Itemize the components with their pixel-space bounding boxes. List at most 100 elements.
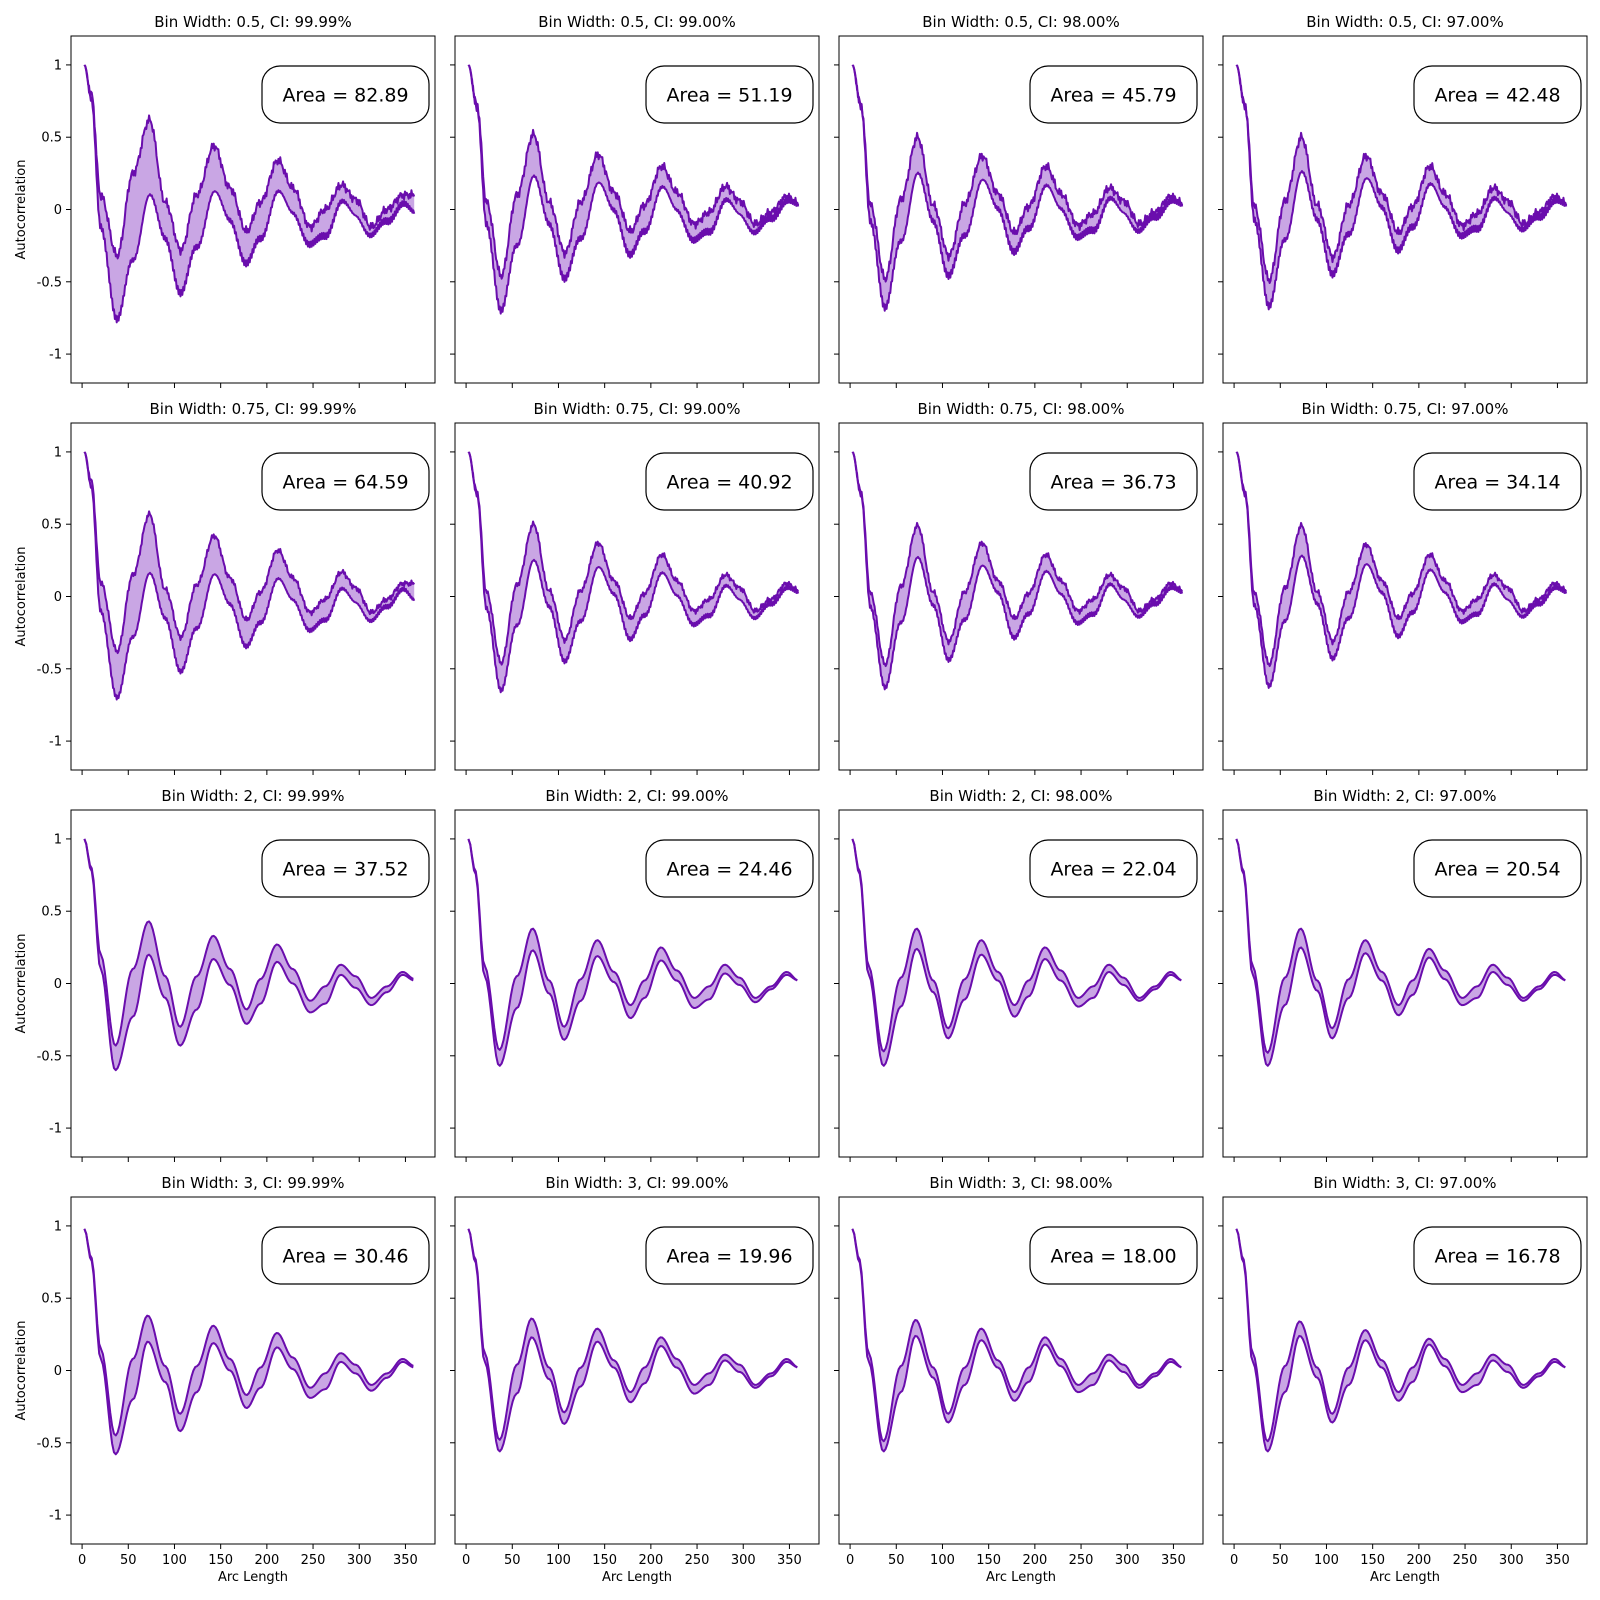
x-tick-label: 350 [777,1553,802,1568]
subplot-title: Bin Width: 2, CI: 97.00% [1313,787,1496,805]
y-tick-label: 0.5 [41,905,62,920]
x-tick-label: 0 [1230,1553,1238,1568]
area-annotation-box [1413,839,1582,898]
x-tick-label: 200 [638,1553,663,1568]
area-annotation-box [1413,65,1582,124]
lower-bound-line [83,64,416,324]
area-annotation-box [261,452,430,511]
upper-bound-line [1235,451,1568,668]
lower-bound-line [83,451,416,701]
subplot-title: Bin Width: 0.5, CI: 99.99% [154,13,351,31]
y-tick-label: -0.5 [37,662,62,677]
upper-bound-line [851,838,1182,1053]
upper-bound-line [1235,64,1568,285]
y-tick-label: 1 [54,1219,62,1234]
area-annotation-box [261,65,430,124]
subplot-3-3: Bin Width: 2, CI: 98.00% Area = 22.04 [834,787,1204,1162]
x-tick-label: 50 [888,1553,905,1568]
subplot-title: Bin Width: 0.75, CI: 99.00% [534,400,741,418]
subplot-title: Bin Width: 0.5, CI: 98.00% [922,13,1119,31]
x-tick-label: 200 [254,1553,279,1568]
upper-bound-line [467,451,800,666]
subplot-title: Bin Width: 0.75, CI: 98.00% [918,400,1125,418]
ci-band [84,451,415,700]
lower-bound-line [467,838,798,1067]
area-annotation-box [1029,452,1198,511]
lower-bound-line [851,838,1182,1067]
y-tick-label: 0.5 [41,131,62,146]
subplot-title: Bin Width: 0.5, CI: 99.00% [538,13,735,31]
x-tick-label: 300 [1115,1553,1140,1568]
x-tick-label: 250 [685,1553,710,1568]
x-axis-label: Arc Length [602,1570,672,1585]
x-tick-label: 150 [976,1553,1001,1568]
y-axis-label: Autocorrelation [14,934,29,1034]
y-axis-label: Autocorrelation [14,1321,29,1421]
area-annotation-box [1413,452,1582,511]
lower-bound-line [851,64,1184,312]
ci-band [852,64,1183,311]
upper-bound-line [83,64,416,260]
lower-bound-line [851,1228,1182,1453]
subplot-3-1: Bin Width: 2, CI: 99.99% 1 0.5 0 -0.5 -1 Autoc… [14,787,436,1162]
upper-bound-line [83,451,416,655]
subplot-4-4: Bin Width: 3, CI: 97.00% 0 50 100 150 200 250 3… [1218,1174,1588,1585]
lower-bound-line [83,838,414,1072]
y-tick-label: -1 [49,1122,62,1137]
area-annotation: Area = 24.46 [666,859,792,881]
subplot-2-2: Bin Width: 0.75, CI: 99.00% Area = 40.92 [450,400,820,775]
lower-bound-line [1235,1228,1566,1453]
area-annotation-box [1413,1226,1582,1285]
x-tick-label: 250 [1069,1553,1094,1568]
y-tick-label: 1 [54,445,62,460]
x-tick-label: 50 [1272,1553,1289,1568]
area-annotation-box [1029,1226,1198,1285]
upper-bound-line [467,1228,798,1441]
x-tick-label: 0 [846,1553,854,1568]
x-tick-label: 150 [208,1553,233,1568]
upper-bound-line [851,64,1184,283]
x-tick-label: 350 [1545,1553,1570,1568]
subplot-1-2: Bin Width: 0.5, CI: 99.00% Area = 51.19 [450,13,820,388]
subplot-2-3: Bin Width: 0.75, CI: 98.00% Area = 36.73 [834,400,1204,775]
lower-bound-line [1235,451,1568,689]
lower-bound-line [851,451,1184,691]
y-tick-label: 0 [54,590,62,605]
y-tick-label: 0 [54,1364,62,1379]
ci-band [468,451,799,693]
upper-bound-line [83,1228,414,1437]
subplot-title: Bin Width: 3, CI: 99.00% [545,1174,728,1192]
area-annotation: Area = 45.79 [1050,85,1176,107]
x-tick-label: 350 [1161,1553,1186,1568]
subplot-title: Bin Width: 2, CI: 99.99% [161,787,344,805]
upper-bound-line [467,838,798,1051]
x-tick-label: 250 [301,1553,326,1568]
x-tick-label: 100 [1314,1553,1339,1568]
y-tick-label: 0 [54,203,62,218]
area-annotation: Area = 18.00 [1050,1246,1176,1268]
lower-bound-line [1235,838,1566,1067]
ci-band [84,1228,414,1455]
x-tick-label: 100 [546,1553,571,1568]
x-tick-label: 150 [1360,1553,1385,1568]
ci-band [468,64,799,314]
upper-bound-line [851,1228,1182,1443]
area-annotation-box [261,839,430,898]
x-tick-label: 0 [462,1553,470,1568]
subplot-title: Bin Width: 2, CI: 99.00% [545,787,728,805]
lower-bound-line [467,1228,798,1453]
x-tick-label: 100 [930,1553,955,1568]
x-axis-label: Arc Length [986,1570,1056,1585]
area-annotation: Area = 22.04 [1050,859,1176,881]
subplot-title: Bin Width: 0.75, CI: 97.00% [1302,400,1509,418]
area-annotation: Area = 51.19 [666,85,792,107]
area-annotation: Area = 40.92 [666,472,792,494]
area-annotation: Area = 16.78 [1434,1246,1560,1268]
area-annotation: Area = 64.59 [282,472,408,494]
x-tick-label: 200 [1022,1553,1047,1568]
area-annotation-box [645,1226,814,1285]
y-tick-label: 0.5 [41,1292,62,1307]
y-tick-label: 1 [54,58,62,73]
subplot-4-3: Bin Width: 3, CI: 98.00% 0 50 100 150 200 250 3… [834,1174,1204,1585]
x-axis-label: Arc Length [1370,1570,1440,1585]
